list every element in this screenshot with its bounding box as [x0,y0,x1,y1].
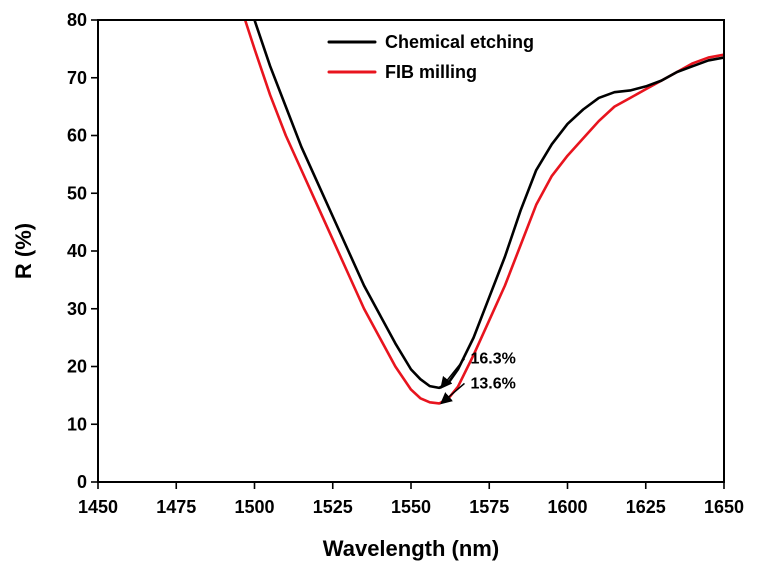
legend: Chemical etching FIB milling [327,32,534,82]
annotation-label-13-6: 13.6% [470,375,515,392]
x-tick-label-1450: 1450 [78,497,118,517]
y-tick-label-80: 80 [67,10,87,30]
annotations: 16.3% 13.6% [440,351,516,405]
y-tick-label-50: 50 [67,183,87,203]
x-tick-label-1475: 1475 [156,497,196,517]
series-line-fib-milling [243,20,724,405]
y-tick-label-0: 0 [77,472,87,492]
y-tick-label-30: 30 [67,299,87,319]
y-tick-label-60: 60 [67,126,87,146]
y-tick-label-10: 10 [67,414,87,434]
x-axis-title: Wavelength (nm) [323,536,499,561]
x-tick-label-1550: 1550 [391,497,431,517]
x-tick-label-1525: 1525 [313,497,353,517]
x-tick-label-1625: 1625 [626,497,666,517]
legend-label-chemical-etching: Chemical etching [385,32,534,52]
x-tick-label-1500: 1500 [234,497,274,517]
x-tick-label-1650: 1650 [704,497,744,517]
y-tick-label-20: 20 [67,357,87,377]
y-tick-label-70: 70 [67,68,87,88]
plot-layer [243,20,724,405]
series-line-chemical-etching [253,20,724,390]
y-axis-title: R (%) [11,223,36,279]
annotation-arrow-16-3 [440,358,466,390]
legend-label-fib-milling: FIB milling [385,62,477,82]
tick-layer [91,19,725,489]
x-tick-label-1575: 1575 [469,497,509,517]
x-tick-label-1600: 1600 [547,497,587,517]
annotation-label-16-3: 16.3% [470,351,515,368]
y-tick-label-40: 40 [67,241,87,261]
annotation-arrow-13-6 [440,382,465,405]
label-layer: 1450 1475 1500 1525 1550 1575 1600 1625 1650 0 10 2… [67,10,744,517]
